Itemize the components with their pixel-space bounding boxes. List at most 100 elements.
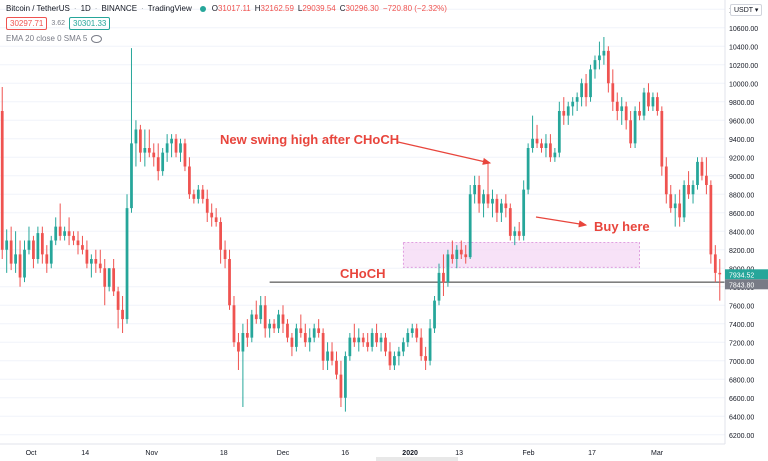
candle-body xyxy=(210,212,214,218)
indicator-label: EMA 20 close 0 SMA 5 xyxy=(6,34,88,43)
candle-body xyxy=(562,111,566,116)
candle-body xyxy=(205,198,209,213)
candle-body xyxy=(406,333,410,343)
candle-body xyxy=(575,97,579,102)
candle-body xyxy=(339,374,343,398)
candle-body xyxy=(237,342,240,352)
x-tick-label: Oct xyxy=(26,450,37,457)
candle-body xyxy=(188,166,191,195)
eye-icon[interactable] xyxy=(91,34,103,43)
price-tag-label: 7843.80 xyxy=(729,282,754,289)
y-tick-label: 8200.00 xyxy=(729,248,754,255)
y-tick-label: 7600.00 xyxy=(729,303,754,310)
candle-body xyxy=(580,83,583,98)
candle-body xyxy=(401,342,405,352)
candle-body xyxy=(103,268,107,287)
candle-body xyxy=(687,185,690,195)
annotation-arrows xyxy=(397,141,588,228)
time-axis[interactable] xyxy=(0,444,768,461)
y-tick-label: 8600.00 xyxy=(729,211,754,218)
x-tick-label: 2020 xyxy=(402,450,418,457)
y-tick-label: 7200.00 xyxy=(729,340,754,347)
sell-button[interactable]: 30297.71 xyxy=(6,17,48,30)
candle-body xyxy=(647,92,650,107)
candle-body xyxy=(566,106,570,116)
candle-body xyxy=(335,360,338,375)
candle-body xyxy=(611,83,615,102)
candle-body xyxy=(94,259,98,264)
x-tick-label: 17 xyxy=(588,450,596,457)
candle-body xyxy=(535,138,539,144)
candle-body xyxy=(678,203,682,218)
candle-body xyxy=(170,138,173,144)
close-value: 30296.30 xyxy=(345,4,379,13)
candle-body xyxy=(18,254,22,278)
demand-zone xyxy=(402,241,640,268)
candle-body xyxy=(139,129,142,153)
candle-body xyxy=(598,55,601,61)
candle-body xyxy=(651,97,655,107)
candle-body xyxy=(473,185,477,195)
x-tick-label: Dec xyxy=(277,450,290,457)
candle-body xyxy=(183,143,187,167)
y-tick-label: 7400.00 xyxy=(729,322,754,329)
candle-body xyxy=(361,337,365,343)
header-separator: · xyxy=(73,4,77,13)
candle-body xyxy=(263,305,267,329)
candle-body xyxy=(36,233,40,259)
x-axis-ticks: Oct 14 Nov 18 Dec 16 2020 13 Feb 17 Mar xyxy=(26,450,664,457)
candle-body xyxy=(312,328,316,338)
candle-body xyxy=(370,333,374,347)
grid xyxy=(0,8,725,436)
candle-body xyxy=(459,249,463,255)
candle-body xyxy=(513,231,517,236)
candle-body xyxy=(9,240,13,264)
symbol-name[interactable]: Bitcoin / TetherUS xyxy=(6,4,70,13)
candle-body xyxy=(281,314,285,324)
candle-body xyxy=(116,291,120,310)
trade-buttons: 30297.71 3.62 30301.33 xyxy=(6,17,111,30)
candle-body xyxy=(388,351,392,366)
candle-body xyxy=(152,152,156,158)
candle-body xyxy=(192,194,196,199)
candle-body xyxy=(143,148,147,153)
price-axis[interactable] xyxy=(725,0,768,444)
symbol-header: Bitcoin / TetherUS · 1D · BINANCE · Trad… xyxy=(6,4,447,13)
candle-body xyxy=(352,337,356,343)
candle-body xyxy=(669,194,673,209)
platform-label: TradingView xyxy=(147,4,192,13)
candle-body xyxy=(696,161,699,185)
currency-selector[interactable]: USDT ▾ xyxy=(730,4,763,16)
candle-body xyxy=(49,240,53,264)
high-label: H xyxy=(254,4,261,13)
y-tick-label: 6400.00 xyxy=(729,414,754,421)
candle-body xyxy=(303,333,307,343)
candle-body xyxy=(40,233,44,255)
candle-body xyxy=(245,333,249,338)
candle-body xyxy=(375,333,378,343)
candle-body xyxy=(268,323,272,329)
y-tick-label: 10600.00 xyxy=(729,26,758,33)
candle-body xyxy=(272,323,276,329)
candle-body xyxy=(602,50,606,56)
candle-body xyxy=(326,351,329,361)
time-axis-scroll-thumb[interactable] xyxy=(376,457,458,461)
candle-body xyxy=(81,245,84,250)
y-tick-label: 9800.00 xyxy=(729,100,754,107)
candle-body xyxy=(495,198,499,213)
y-tick-label: 10200.00 xyxy=(729,63,758,70)
header-separator: · xyxy=(94,4,98,13)
candle-body xyxy=(232,305,236,343)
candle-body xyxy=(228,259,231,306)
candle-body xyxy=(330,351,334,361)
y-tick-label: 10400.00 xyxy=(729,44,758,51)
buy-button[interactable]: 30301.33 xyxy=(69,17,111,30)
x-tick-label: 14 xyxy=(81,450,89,457)
open-field: O31017.11 xyxy=(212,4,251,13)
interval-label[interactable]: 1D xyxy=(80,4,91,13)
candle-body xyxy=(450,254,454,259)
x-tick-label: 16 xyxy=(341,450,349,457)
candle-body xyxy=(286,323,289,338)
indicator-legend[interactable]: EMA 20 close 0 SMA 5 xyxy=(6,34,103,43)
